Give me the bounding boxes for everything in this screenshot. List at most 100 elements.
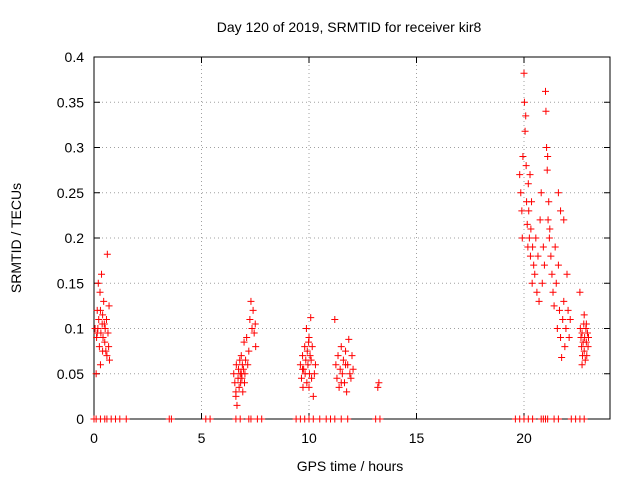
data-point [331,415,339,423]
data-point [565,334,573,342]
data-point [307,356,315,364]
data-point [583,329,591,337]
data-point [303,347,311,355]
data-point [578,361,586,369]
chart-title: Day 120 of 2019, SRMTID for receiver kir… [217,19,482,35]
data-point [538,279,546,287]
data-point [552,279,560,287]
data-point [242,356,250,364]
data-point [206,415,214,423]
data-point [529,243,537,251]
data-point [237,370,245,378]
data-point [523,220,531,228]
data-point [238,374,246,382]
data-point [561,343,569,351]
data-point [337,415,345,423]
y-tick-label: 0.2 [65,230,85,246]
data-point [549,288,557,296]
data-point [537,189,545,197]
data-point [247,415,255,423]
data-point [232,361,240,369]
data-point [303,379,311,387]
data-point [96,288,104,296]
x-tick-label: 0 [90,430,98,446]
data-point [342,347,350,355]
data-point [566,315,574,323]
data-point [344,415,352,423]
data-point [258,415,266,423]
data-point [331,315,339,323]
data-point [99,334,107,342]
data-point [248,325,256,332]
data-point [230,370,238,378]
x-tick-label: 20 [516,430,532,446]
data-point [528,198,536,206]
data-point [249,306,257,314]
data-point [551,243,559,251]
data-point [563,270,571,278]
x-tick-label: 15 [409,430,425,446]
x-axis-label: GPS time / hours [297,458,404,474]
data-point [560,297,568,305]
y-tick-label: 0.35 [57,94,84,110]
data-point [311,361,319,369]
data-point [332,361,340,369]
data-point [239,388,247,396]
data-point [580,311,588,319]
data-point [376,415,384,423]
y-tick-label: 0.15 [57,275,84,291]
data-point [100,320,108,328]
data-point [103,250,111,258]
data-point [308,343,316,351]
data-point [580,415,588,423]
data-point [525,207,533,215]
data-point [247,297,255,305]
data-point [342,361,350,369]
data-point [306,352,314,360]
data-point [233,401,241,409]
x-tick-label: 5 [198,430,206,446]
data-point [244,361,252,369]
data-point [539,243,547,251]
data-point [122,415,130,423]
data-point [309,415,317,423]
data-point [522,162,530,170]
data-point [333,374,341,382]
data-point [562,325,570,332]
data-point [299,383,307,391]
data-point [345,335,353,343]
data-point [93,329,101,337]
plot-frame [93,56,611,420]
data-point [304,361,312,369]
data-point [101,338,109,346]
data-point [339,356,347,364]
data-point [297,374,305,382]
data-point [348,352,356,360]
data-point [583,352,591,360]
data-point [243,334,251,342]
data-point [99,347,107,355]
data-point [105,302,113,310]
data-point [545,234,553,242]
data-point [105,356,113,364]
data-point [529,415,537,423]
data-point [94,325,102,332]
data-point [305,334,313,342]
data-point [557,207,565,215]
data-point [310,370,318,378]
data-point [232,392,240,400]
data-point [548,270,556,278]
data-point [544,153,552,161]
data-point [335,383,343,391]
data-point [521,127,529,135]
data-point [241,379,248,387]
data-point [528,279,536,287]
data-point [517,189,525,197]
data-point [578,343,586,351]
y-axis-label: SRMTID / TECUs [8,183,24,293]
data-point [544,216,552,224]
data-point [558,353,566,361]
data-point [554,415,562,423]
data-point [95,343,103,351]
